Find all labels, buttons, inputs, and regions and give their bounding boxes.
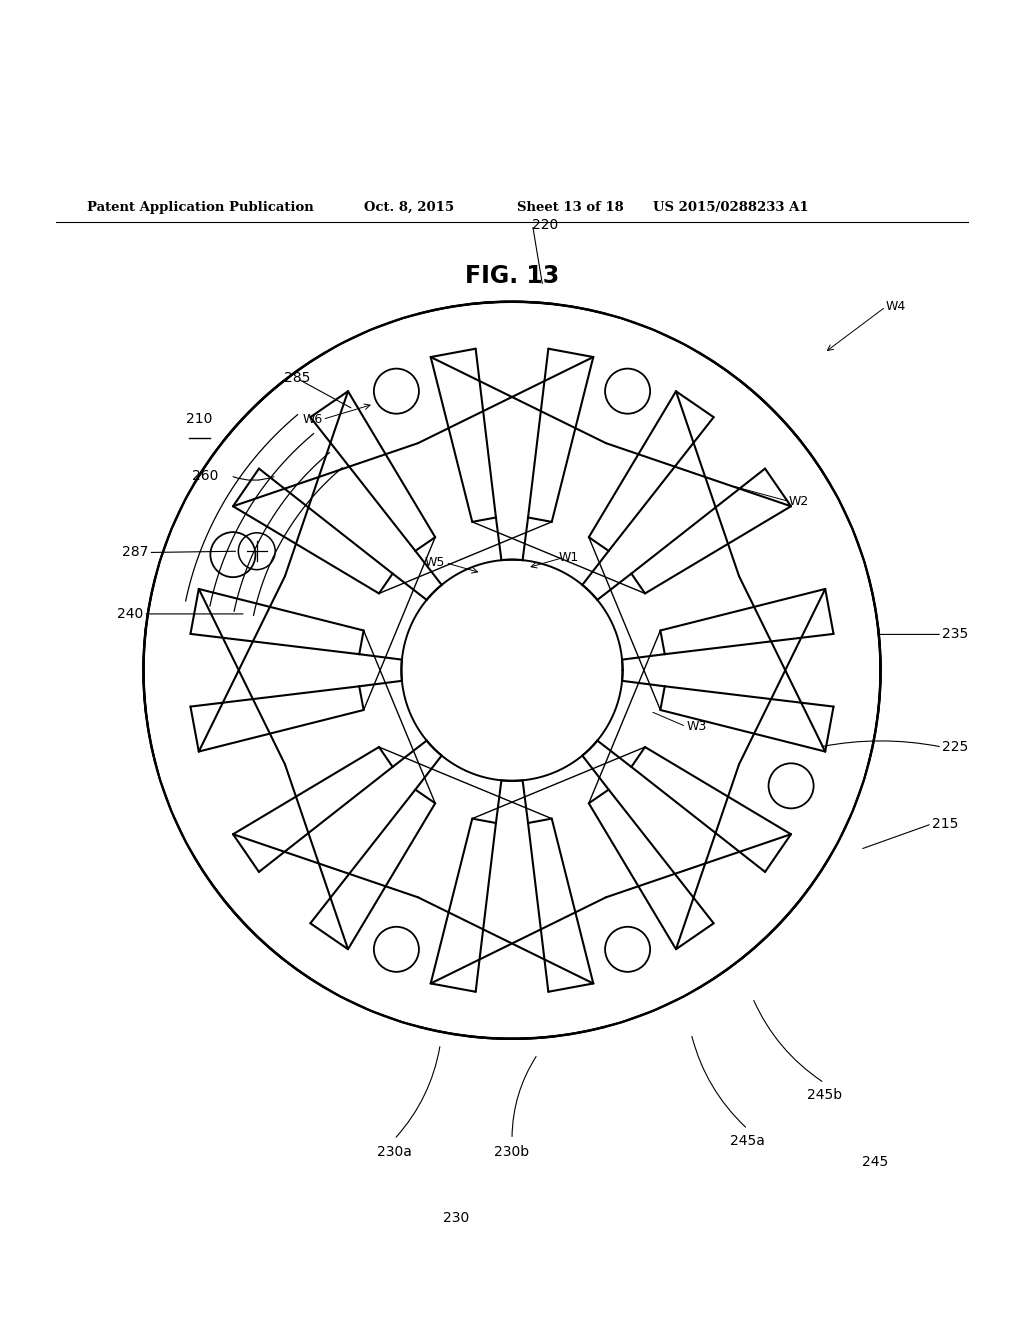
Text: 215: 215 bbox=[932, 817, 958, 830]
Text: W1: W1 bbox=[558, 552, 579, 564]
Text: 245: 245 bbox=[862, 1155, 889, 1168]
Text: W5: W5 bbox=[425, 556, 445, 569]
Text: W3: W3 bbox=[686, 721, 707, 733]
Text: 230: 230 bbox=[442, 1210, 469, 1225]
Text: US 2015/0288233 A1: US 2015/0288233 A1 bbox=[653, 201, 809, 214]
Text: FIG. 13: FIG. 13 bbox=[465, 264, 559, 288]
Text: W2: W2 bbox=[788, 495, 809, 508]
Text: 245b: 245b bbox=[807, 1088, 842, 1102]
Text: Oct. 8, 2015: Oct. 8, 2015 bbox=[364, 201, 454, 214]
Text: 230a: 230a bbox=[377, 1144, 412, 1159]
Text: W6: W6 bbox=[302, 413, 323, 426]
Text: 287: 287 bbox=[122, 545, 148, 560]
Text: 230b: 230b bbox=[495, 1144, 529, 1159]
Text: 260: 260 bbox=[191, 469, 218, 483]
Text: 235: 235 bbox=[942, 627, 969, 642]
Text: 220: 220 bbox=[532, 218, 559, 232]
Text: Sheet 13 of 18: Sheet 13 of 18 bbox=[517, 201, 624, 214]
Text: 210: 210 bbox=[186, 412, 213, 426]
Text: 245a: 245a bbox=[730, 1134, 765, 1148]
Text: W4: W4 bbox=[886, 300, 906, 313]
Text: 225: 225 bbox=[942, 741, 969, 754]
Text: 240: 240 bbox=[117, 607, 143, 620]
Text: Patent Application Publication: Patent Application Publication bbox=[87, 201, 313, 214]
Text: 285: 285 bbox=[284, 371, 310, 385]
